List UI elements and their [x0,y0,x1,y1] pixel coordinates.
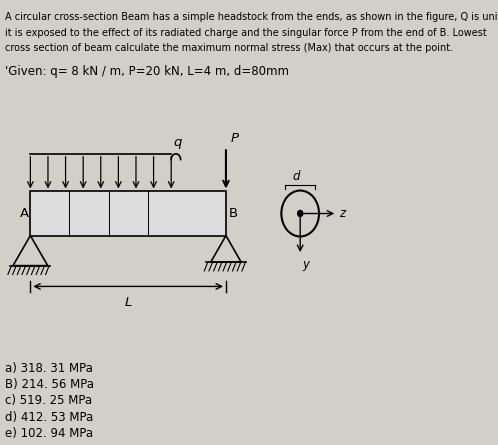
Text: 'Given: q= 8 kN / m, P=20 kN, L=4 m, d=80mm: 'Given: q= 8 kN / m, P=20 kN, L=4 m, d=8… [5,65,289,78]
Text: d: d [293,170,300,183]
Text: a) 318. 31 MPa: a) 318. 31 MPa [5,361,93,375]
Text: z: z [339,207,345,220]
Text: A: A [19,207,28,220]
Text: A circular cross-section Beam has a simple headstock from the ends, as shown in : A circular cross-section Beam has a simp… [5,12,498,22]
Text: q: q [173,136,181,149]
Text: c) 519. 25 MPa: c) 519. 25 MPa [5,394,92,407]
Text: d) 412. 53 MPa: d) 412. 53 MPa [5,411,93,424]
Text: L: L [124,296,132,309]
Text: B) 214. 56 MPa: B) 214. 56 MPa [5,378,94,391]
Text: cross section of beam calculate the maximum normal stress (Max) that occurs at t: cross section of beam calculate the maxi… [5,43,453,53]
Text: B: B [229,207,238,220]
Text: P: P [230,132,238,145]
Text: y: y [302,258,309,271]
Text: e) 102. 94 MPa: e) 102. 94 MPa [5,427,93,440]
Text: it is exposed to the effect of its radiated charge and the singular force P from: it is exposed to the effect of its radia… [5,28,487,38]
Circle shape [298,210,303,217]
Polygon shape [30,191,226,235]
